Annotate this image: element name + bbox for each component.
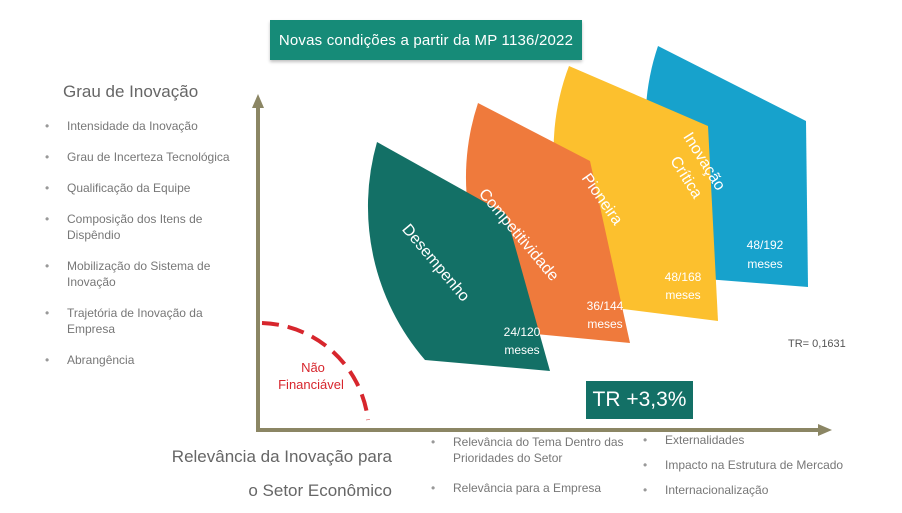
band-terms-desempenho-2: meses — [504, 343, 539, 357]
list-item: Qualificação da Equipe — [45, 180, 245, 196]
y-axis-title: Grau de Inovação — [63, 82, 199, 101]
list-item: Impacto na Estrutura de Mercado — [643, 457, 883, 473]
band-terms-pioneira-1: 48/168 — [665, 270, 702, 284]
x-axis-title-line2: o Setor Econômico — [248, 481, 392, 500]
list-item: Grau de Incerteza Tecnológica — [45, 149, 245, 165]
list-item: Abrangência — [45, 352, 245, 368]
non-financeable-label-2: Financiável — [278, 377, 344, 392]
x-axis-title: Relevância da Inovação para o Setor Econ… — [172, 440, 392, 508]
list-item: Trajetória de Inovação da Empresa — [45, 305, 245, 337]
list-item: Relevância do Tema Dentro das Prioridade… — [431, 434, 641, 466]
list-item: Mobilização do Sistema de Inovação — [45, 258, 245, 290]
band-terms-competitividade-1: 36/144 — [587, 299, 624, 313]
mp-banner: Novas condições a partir da MP 1136/2022 — [270, 20, 582, 60]
list-item: Intensidade da Inovação — [45, 118, 245, 134]
x-criteria-list-2: Externalidades Impacto na Estrutura de M… — [643, 432, 883, 507]
y-axis-arrow-icon — [252, 94, 264, 108]
band-terms-critica-2: meses — [747, 257, 782, 271]
x-axis-title-line1: Relevância da Inovação para — [171, 447, 392, 466]
band-terms-competitividade-2: meses — [587, 317, 622, 331]
tr-badge: TR +3,3% — [586, 381, 693, 419]
x-criteria-list-1: Relevância do Tema Dentro das Prioridade… — [431, 434, 641, 510]
tr-value: TR= 0,1631 — [788, 338, 846, 350]
band-terms-pioneira-2: meses — [665, 288, 700, 302]
non-financeable-label-1: Não — [301, 360, 325, 375]
y-criteria-list: Intensidade da Inovação Grau de Incertez… — [45, 118, 245, 383]
band-terms-desempenho-1: 24/120 — [504, 325, 541, 339]
list-item: Composição dos Itens de Dispêndio — [45, 211, 245, 243]
band-terms-critica-1: 48/192 — [747, 238, 784, 252]
list-item: Externalidades — [643, 432, 883, 448]
list-item: Internacionalização — [643, 482, 883, 498]
non-financeable-boundary — [261, 321, 370, 421]
band-desempenho — [367, 142, 550, 371]
list-item: Relevância para a Empresa — [431, 480, 641, 496]
